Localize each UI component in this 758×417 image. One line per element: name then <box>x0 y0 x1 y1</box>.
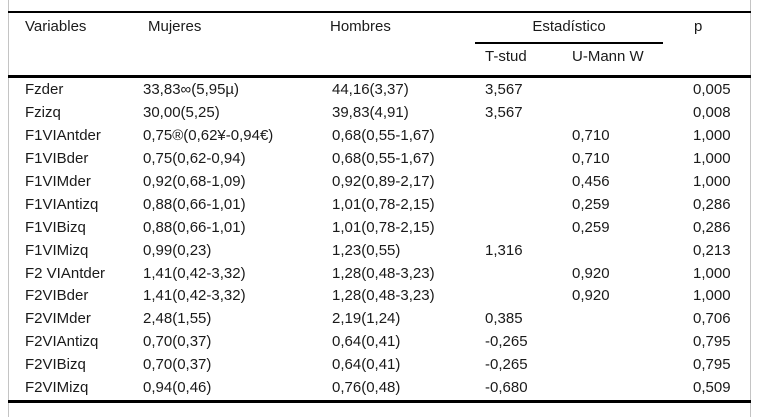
column-header-p: p <box>694 18 703 35</box>
table-row: F2 VIAntder 1,41(0,42-3,32) 1,28(0,48-3,23… <box>8 262 751 285</box>
cell-t_stud: -0,265 <box>485 356 528 374</box>
cell-u_mann: 0,710 <box>572 150 610 168</box>
cell-hombres: 44,16(3,37) <box>332 81 409 99</box>
cell-p: 0,286 <box>693 195 731 213</box>
cell-p: 1,000 <box>693 264 731 282</box>
estadistico-spanner-rule <box>475 42 663 44</box>
table-side-borders <box>8 0 751 417</box>
cell-mujeres: 0,88(0,66-1,01) <box>143 195 246 213</box>
cell-u_mann: 0,920 <box>572 264 610 282</box>
cell-p: 0,795 <box>693 356 731 374</box>
cell-hombres: 1,01(0,78-2,15) <box>332 218 435 236</box>
cell-hombres: 0,64(0,41) <box>332 356 401 374</box>
cell-hombres: 39,83(4,91) <box>332 104 409 122</box>
cell-p: 0,213 <box>693 241 731 259</box>
cell-mujeres: 0,70(0,37) <box>143 333 212 351</box>
table-row: F2VIBder 1,41(0,42-3,32) 1,28(0,48-3,23) 0,… <box>8 285 751 308</box>
cell-hombres: 1,28(0,48-3,23) <box>332 264 435 282</box>
cell-mujeres: 0,88(0,66-1,01) <box>143 218 246 236</box>
cell-u_mann: 0,259 <box>572 195 610 213</box>
cell-variable: F2VIBizq <box>25 356 86 374</box>
column-header-variables: Variables <box>25 18 87 35</box>
cell-variable: F1VIBder <box>25 150 89 168</box>
table-row: F2VIBizq 0,70(0,37) 0,64(0,41) -0,265 0,795 <box>8 353 751 376</box>
cell-t_stud: 3,567 <box>485 104 523 122</box>
cell-p: 1,000 <box>693 127 731 145</box>
cell-variable: F1VIMder <box>25 173 91 190</box>
cell-hombres: 1,01(0,78-2,15) <box>332 195 435 213</box>
table-row: F2VIMizq 0,94(0,46) 0,76(0,48) -0,680 0,509 <box>8 376 751 399</box>
cell-p: 0,509 <box>693 379 731 397</box>
cell-hombres: 0,76(0,48) <box>332 379 401 397</box>
cell-t_stud: 3,567 <box>485 81 523 99</box>
table-top-rule <box>8 11 751 13</box>
table-row: F2VIAntizq 0,70(0,37) 0,64(0,41) -0,265 0,79… <box>8 330 751 353</box>
cell-p: 0,008 <box>693 104 731 122</box>
table-bottom-rule <box>8 400 751 403</box>
cell-variable: Fzizq <box>25 104 61 122</box>
cell-mujeres: 1,41(0,42-3,32) <box>143 287 246 305</box>
cell-variable: F1VIAntizq <box>25 195 99 213</box>
cell-variable: F2VIMder <box>25 310 91 328</box>
cell-hombres: 1,28(0,48-3,23) <box>332 287 435 305</box>
cell-variable: F1VIMizq <box>25 241 89 259</box>
column-header-t-stud: T-stud <box>485 48 527 65</box>
cell-u_mann: 0,456 <box>572 173 610 190</box>
cell-mujeres: 1,41(0,42-3,32) <box>143 264 246 282</box>
column-header-hombres: Hombres <box>330 18 391 35</box>
cell-mujeres: 0,70(0,37) <box>143 356 212 374</box>
cell-p: 0,286 <box>693 218 731 236</box>
cell-variable: F2VIBder <box>25 287 89 305</box>
cell-variable: F2 VIAntder <box>25 264 106 282</box>
cell-p: 1,000 <box>693 150 731 168</box>
table-row: F1VIBder 0,75(0,62-0,94) 0,68(0,55-1,67) 0,… <box>8 147 751 170</box>
table-row: F1VIMder 0,92(0,68-1,09) 0,92(0,89-2,17) 0,… <box>8 170 751 193</box>
table-rows: Fzder 33,83∞(5,95µ) 44,16(3,37) 3,567 0,005 F… <box>8 79 751 399</box>
cell-mujeres: 33,83∞(5,95µ) <box>143 81 240 99</box>
cell-mujeres: 0,75®(0,62¥-0,94€) <box>143 127 274 145</box>
table-row: F1VIAntder 0,75®(0,62¥-0,94€) 0,68(0,55-1,… <box>8 124 751 147</box>
cell-t_stud: 0,385 <box>485 310 523 328</box>
cell-hombres: 0,68(0,55-1,67) <box>332 127 435 145</box>
cell-mujeres: 30,00(5,25) <box>143 104 220 122</box>
cell-mujeres: 2,48(1,55) <box>143 310 212 328</box>
cell-p: 0,706 <box>693 310 731 328</box>
cell-u_mann: 0,710 <box>572 127 610 145</box>
cell-mujeres: 0,75(0,62-0,94) <box>143 150 246 168</box>
table-row: F2VIMder 2,48(1,55) 2,19(1,24) 0,385 0,706 <box>8 307 751 330</box>
cell-t_stud: -0,680 <box>485 379 528 397</box>
header-separator-rule <box>8 75 751 78</box>
column-header-u-mann-w: U-Mann W <box>572 48 644 65</box>
cell-u_mann: 0,920 <box>572 287 610 305</box>
cell-hombres: 0,68(0,55-1,67) <box>332 150 435 168</box>
cell-variable: Fzder <box>25 81 64 99</box>
cell-variable: F1VIAntder <box>25 127 101 145</box>
table-row: Fzder 33,83∞(5,95µ) 44,16(3,37) 3,567 0,005 <box>8 79 751 102</box>
table-row: F1VIBizq 0,88(0,66-1,01) 1,01(0,78-2,15) 0,… <box>8 216 751 239</box>
table-row: Fzizq 30,00(5,25) 39,83(4,91) 3,567 0,008 <box>8 101 751 124</box>
cell-u_mann: 0,259 <box>572 218 610 236</box>
cell-mujeres: 0,99(0,23) <box>143 241 212 259</box>
cell-mujeres: 0,94(0,46) <box>143 379 212 397</box>
cell-hombres: 2,19(1,24) <box>332 310 401 328</box>
column-header-estadistico: Estadístico <box>532 18 606 35</box>
cell-p: 0,005 <box>693 81 731 99</box>
cell-variable: F2VIMizq <box>25 379 89 397</box>
cell-hombres: 0,64(0,41) <box>332 333 401 351</box>
cell-hombres: 1,23(0,55) <box>332 241 401 259</box>
cell-variable: F1VIBizq <box>25 218 86 236</box>
cell-mujeres: 0,92(0,68-1,09) <box>143 173 246 190</box>
table-row: F1VIMizq 0,99(0,23) 1,23(0,55) 1,316 0,213 <box>8 239 751 262</box>
table-row: F1VIAntizq 0,88(0,66-1,01) 1,01(0,78-2,15)… <box>8 193 751 216</box>
cell-variable: F2VIAntizq <box>25 333 99 351</box>
cell-p: 1,000 <box>693 173 731 190</box>
cell-hombres: 0,92(0,89-2,17) <box>332 173 435 190</box>
cell-t_stud: 1,316 <box>485 241 523 259</box>
column-header-mujeres: Mujeres <box>148 18 202 35</box>
cell-t_stud: -0,265 <box>485 333 528 351</box>
cell-p: 1,000 <box>693 287 731 305</box>
cell-p: 0,795 <box>693 333 731 351</box>
